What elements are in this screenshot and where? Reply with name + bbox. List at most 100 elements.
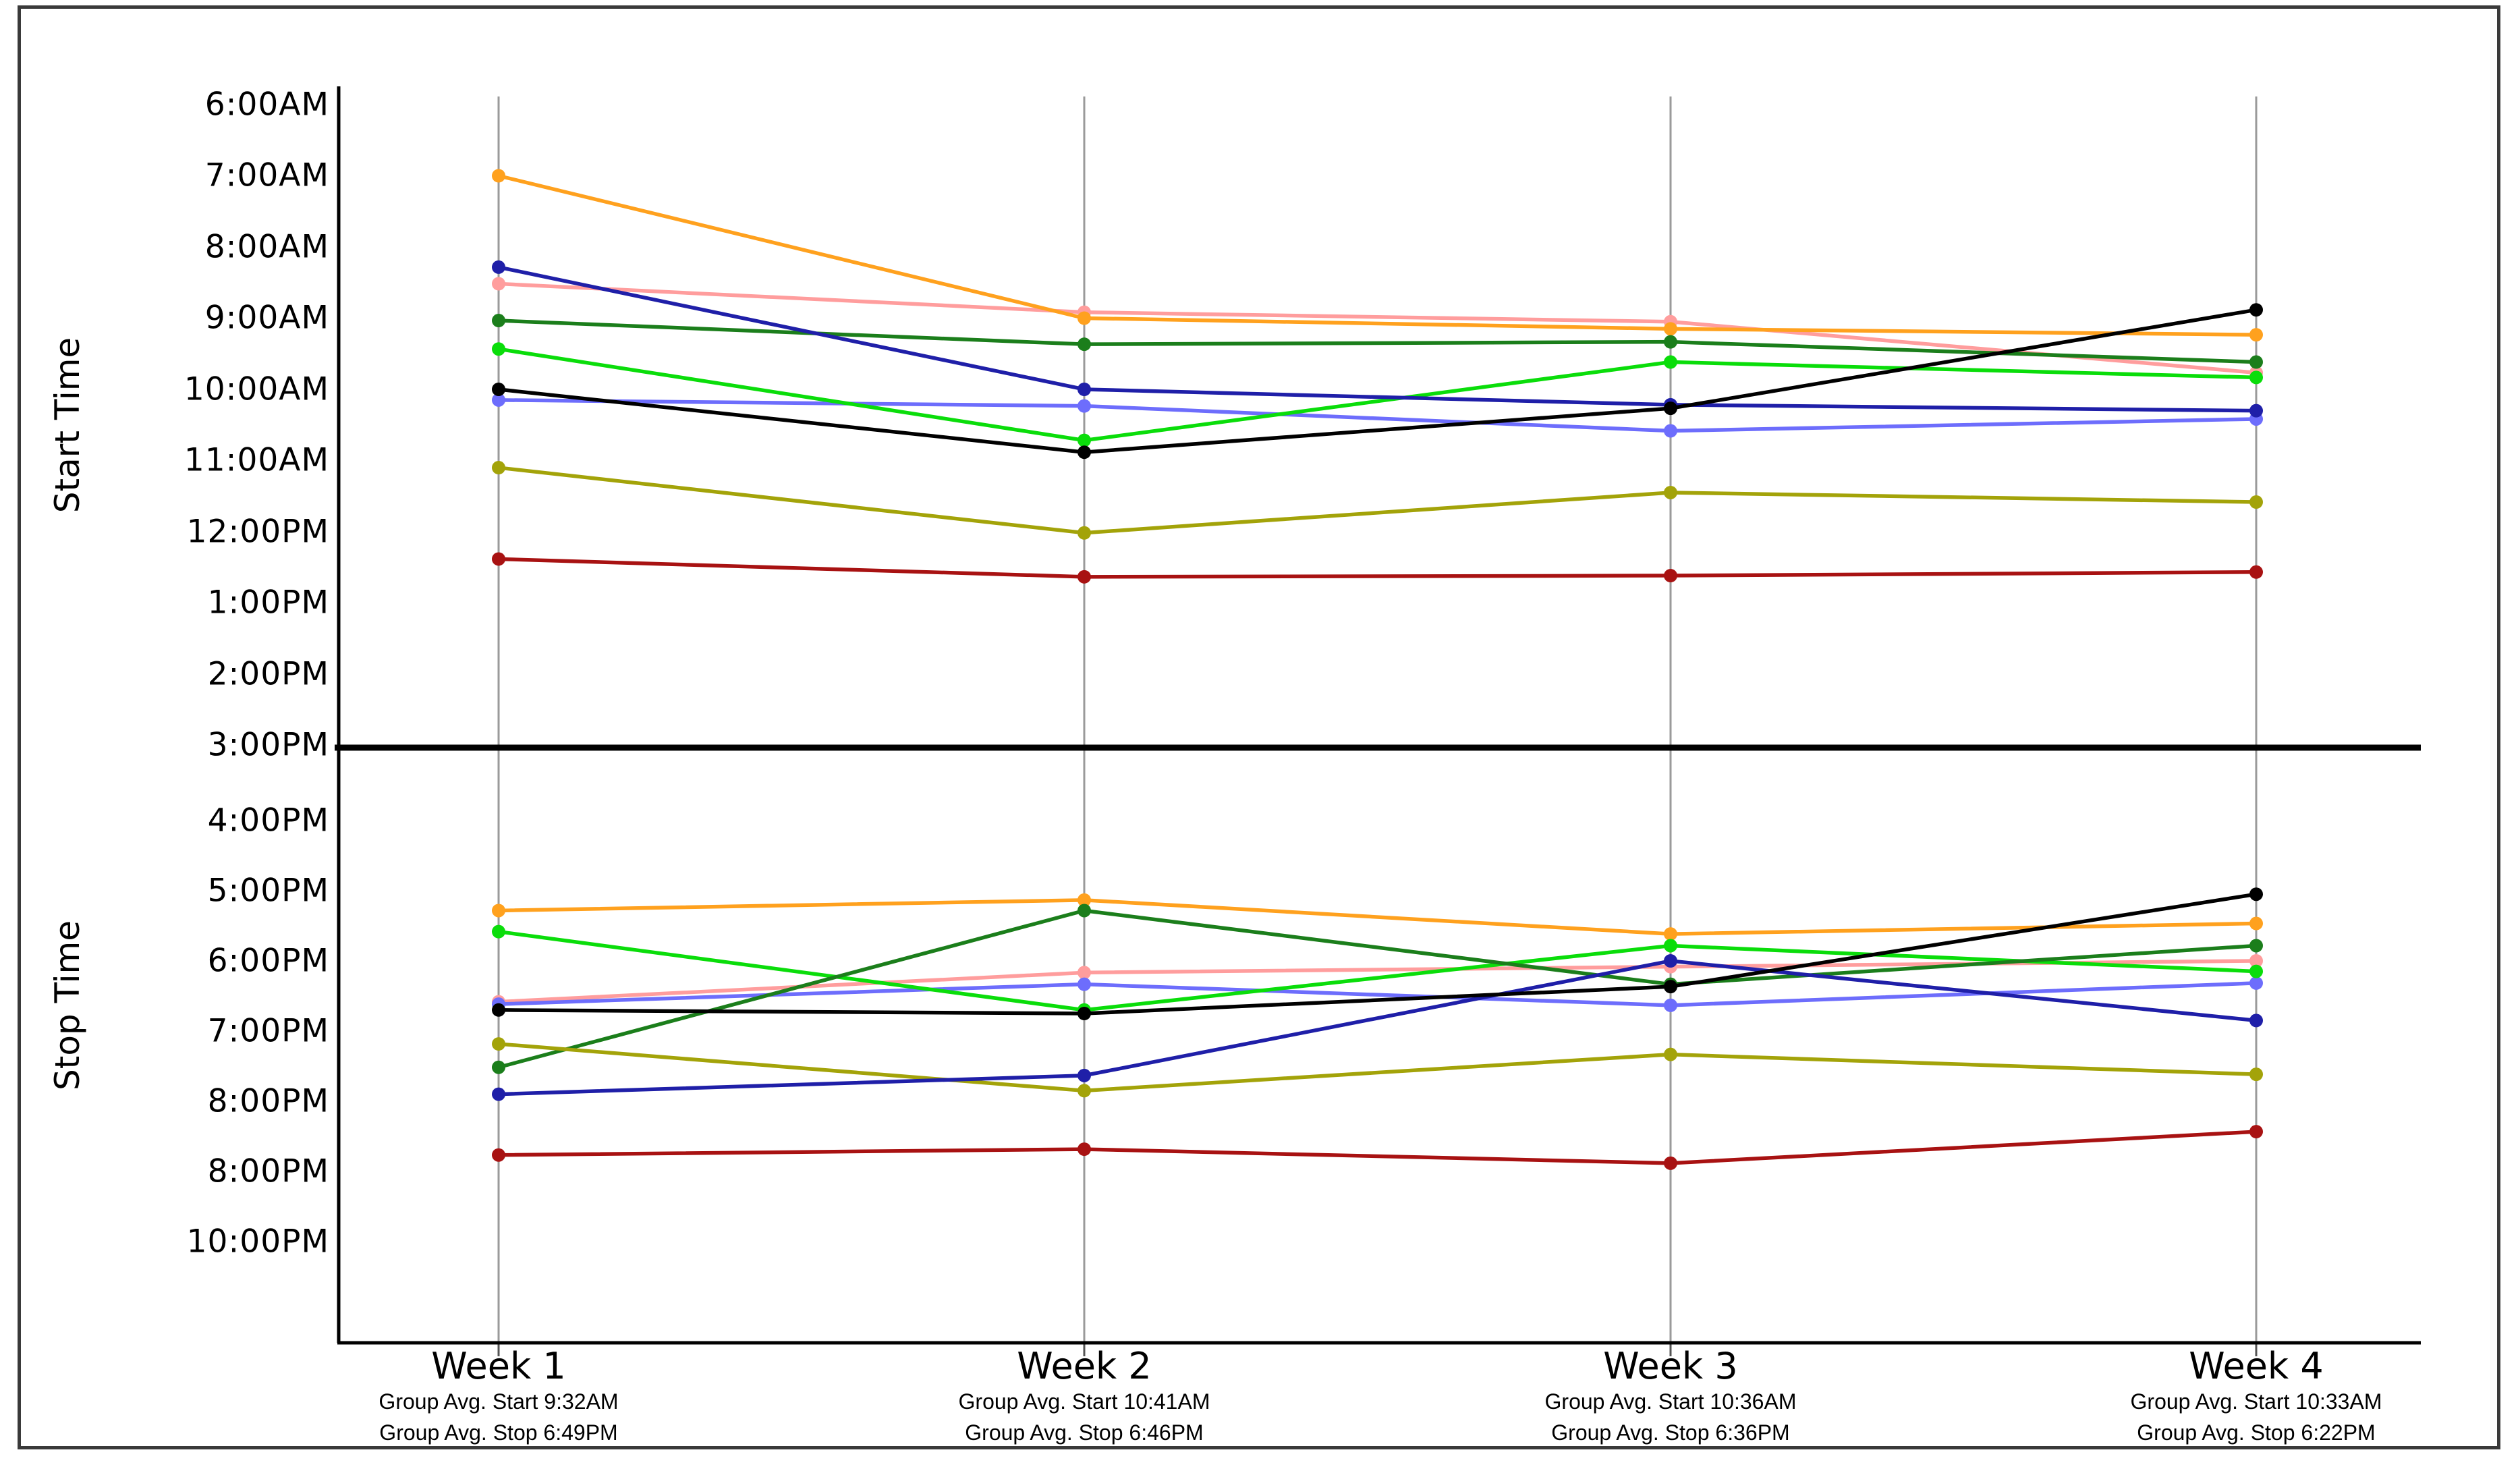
ytick-5pm: 5:00PM <box>207 872 329 910</box>
series-point-black-start-week-2 <box>1077 445 1091 460</box>
series-point-olive-stop-week-4 <box>2249 1067 2263 1082</box>
series-point-olive-stop-week-1 <box>492 1037 505 1051</box>
series-point-dark-green-start-week-3 <box>1664 335 1677 349</box>
ytick-4pm: 4:00PM <box>207 802 329 839</box>
series-point-black-start-week-1 <box>492 383 505 396</box>
week-3-avg-stop: Group Avg. Stop 6:36PM <box>1551 1420 1790 1445</box>
ytick-10pm: 10:00PM <box>186 1223 329 1260</box>
series-line-salmon-pink-start <box>498 281 2257 375</box>
week-3-footnote: Week 3 Group Avg. Start 10:36AM Group Av… <box>1545 1347 1797 1448</box>
series-point-periwinkle-blue-start-week-3 <box>1664 424 1677 438</box>
series-point-dark-red-stop-week-4 <box>2249 1125 2263 1139</box>
ytick-9am: 9:00AM <box>204 299 329 337</box>
series-point-olive-start-week-3 <box>1664 485 1677 499</box>
series-point-black-stop-week-2 <box>1077 1007 1091 1020</box>
series-line-dark-green-stop <box>498 908 2257 1070</box>
week-1-label: Week 1 <box>431 1345 566 1387</box>
week-4-footnote: Week 4 Group Avg. Start 10:33AM Group Av… <box>2131 1347 2382 1448</box>
ytick-1pm: 1:00PM <box>207 584 329 621</box>
ytick-8am: 8:00AM <box>204 228 329 266</box>
series-point-bright-green-start-week-3 <box>1664 355 1677 369</box>
series-point-orange-start-week-3 <box>1664 322 1677 336</box>
series-line-bright-green-stop <box>498 929 2257 1012</box>
series-point-dark-red-stop-week-1 <box>492 1148 505 1162</box>
series-point-salmon-pink-stop-week-4 <box>2249 954 2263 968</box>
series-point-navy-blue-start-week-2 <box>1077 383 1091 396</box>
series-point-olive-start-week-4 <box>2249 495 2263 509</box>
ytick-7am: 7:00AM <box>204 157 329 194</box>
week-3-avg-start: Group Avg. Start 10:36AM <box>1544 1389 1797 1414</box>
series-point-orange-stop-week-1 <box>492 904 505 918</box>
ytick-3pm: 3:00PM <box>207 726 329 764</box>
series-point-dark-red-start-week-3 <box>1664 569 1677 583</box>
series-line-periwinkle-blue-stop <box>498 981 2257 1007</box>
week-3-label: Week 3 <box>1603 1345 1738 1387</box>
series-line-black-start <box>498 308 2257 454</box>
week-1-avg-stop: Group Avg. Stop 6:49PM <box>379 1420 618 1445</box>
series-point-black-stop-week-3 <box>1664 980 1677 994</box>
week-1-avg-start: Group Avg. Start 9:32AM <box>379 1389 619 1414</box>
series-point-dark-green-stop-week-2 <box>1077 904 1091 918</box>
series-point-bright-green-stop-week-3 <box>1664 939 1677 953</box>
series-point-olive-stop-week-2 <box>1077 1084 1091 1098</box>
series-point-olive-start-week-2 <box>1077 526 1091 540</box>
week-2-label: Week 2 <box>1017 1345 1152 1387</box>
series-point-orange-stop-week-2 <box>1077 893 1091 907</box>
series-line-navy-blue-start <box>498 265 2257 413</box>
series-point-salmon-pink-stop-week-2 <box>1077 966 1091 980</box>
series-point-bright-green-stop-week-1 <box>492 924 505 939</box>
series-point-bright-green-start-week-1 <box>492 342 505 356</box>
ytick-8pm: 8:00PM <box>207 1082 329 1120</box>
series-line-olive-start <box>498 466 2257 535</box>
series-point-navy-blue-start-week-1 <box>492 260 505 274</box>
series-point-olive-stop-week-3 <box>1664 1047 1677 1061</box>
series-line-dark-red-start <box>498 557 2257 579</box>
series-point-orange-start-week-4 <box>2249 328 2263 342</box>
series-point-bright-green-stop-week-4 <box>2249 964 2263 978</box>
week-1-footnote: Week 1 Group Avg. Start 9:32AM Group Avg… <box>379 1347 618 1448</box>
series-point-salmon-pink-start-week-1 <box>492 277 505 291</box>
ytick-10am: 10:00AM <box>184 370 329 408</box>
series-point-periwinkle-blue-stop-week-3 <box>1664 998 1677 1012</box>
week-2-avg-start: Group Avg. Start 10:41AM <box>958 1389 1210 1414</box>
week-4-avg-stop: Group Avg. Stop 6:22PM <box>2137 1420 2376 1445</box>
ytick-2pm: 2:00PM <box>207 655 329 693</box>
series-point-dark-green-start-week-1 <box>492 314 505 328</box>
series-point-dark-red-start-week-1 <box>492 552 505 566</box>
ytick-6pm: 6:00PM <box>207 942 329 980</box>
series-point-black-start-week-3 <box>1664 401 1677 416</box>
series-line-black-stop <box>498 892 2257 1016</box>
week-4-avg-start: Group Avg. Start 10:33AM <box>2130 1389 2382 1414</box>
series-point-olive-start-week-1 <box>492 461 505 475</box>
week-2-footnote: Week 2 Group Avg. Start 10:41AM Group Av… <box>959 1347 1210 1448</box>
series-line-navy-blue-stop <box>498 959 2257 1097</box>
series-line-periwinkle-blue-start <box>498 398 2257 433</box>
week-4-label: Week 4 <box>2189 1345 2324 1387</box>
series-point-periwinkle-blue-start-week-2 <box>1077 399 1091 413</box>
series-point-periwinkle-blue-start-week-1 <box>492 393 505 407</box>
series-point-dark-red-start-week-4 <box>2249 565 2263 579</box>
series-point-dark-green-stop-week-1 <box>492 1060 505 1074</box>
series-point-navy-blue-stop-week-3 <box>1664 954 1677 968</box>
series-point-black-stop-week-4 <box>2249 887 2263 901</box>
series-point-periwinkle-blue-stop-week-4 <box>2249 976 2263 990</box>
series-point-bright-green-start-week-4 <box>2249 370 2263 385</box>
series-point-orange-stop-week-3 <box>1664 927 1677 941</box>
series-point-orange-stop-week-4 <box>2249 916 2263 931</box>
series-point-orange-start-week-2 <box>1077 311 1091 325</box>
series-line-orange-start <box>498 173 2257 337</box>
ytick-12pm: 12:00PM <box>186 513 329 551</box>
ytick-9pm-mislabeled: 8:00PM <box>207 1153 329 1190</box>
figure-border <box>18 5 2500 1449</box>
ytick-11am: 11:00AM <box>184 441 329 479</box>
y-axis-title-start-time: Start Time <box>48 337 87 514</box>
series-point-orange-start-week-1 <box>492 169 505 183</box>
series-point-dark-green-start-week-2 <box>1077 337 1091 352</box>
series-point-black-stop-week-1 <box>492 1003 505 1017</box>
series-point-black-start-week-4 <box>2249 303 2263 317</box>
ytick-6am: 6:00AM <box>204 86 329 123</box>
series-point-navy-blue-stop-week-4 <box>2249 1014 2263 1028</box>
